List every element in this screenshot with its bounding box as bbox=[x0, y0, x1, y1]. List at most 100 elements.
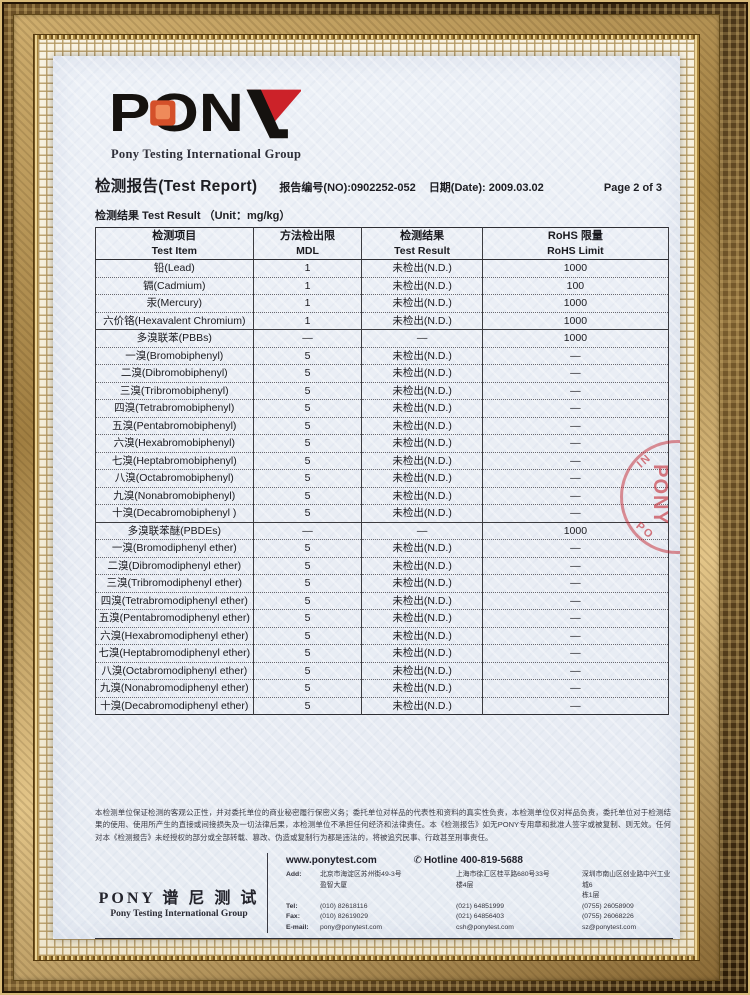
cell-test-result: 未检出(N.D.) bbox=[361, 644, 483, 662]
cell-test-item: 一溴(Bromodiphenyl ether) bbox=[95, 539, 254, 557]
picture-frame-bead-band: PON Pony Testing International Group 检测报… bbox=[33, 34, 700, 961]
cell-test-result: 未检出(N.D.) bbox=[361, 609, 483, 627]
cell-test-item: 五溴(Pentabromobiphenyl) bbox=[95, 416, 254, 435]
cell-rohs-limit: 1000 bbox=[481, 259, 670, 277]
cell-test-result: 未检出(N.D.) bbox=[361, 626, 483, 645]
footer-company: PONY 谱 尼 测 试 Pony Testing International … bbox=[95, 853, 263, 933]
office-shenzhen-tel: (0755) 26058909 bbox=[582, 902, 634, 910]
cell-test-item: 五溴(Pentabromodiphenyl ether) bbox=[95, 609, 254, 627]
cell-test-item: 六价铬(Hexavalent Chromium) bbox=[95, 311, 254, 330]
cell-rohs-limit: — bbox=[481, 644, 670, 662]
table-row: 多溴联苯(PBBs) — —1000 bbox=[95, 329, 670, 347]
cell-test-item: 汞(Mercury) bbox=[95, 294, 254, 312]
phone-icon: ✆ bbox=[413, 855, 422, 867]
table-row: 四溴(Tetrabromodiphenyl ether) 5 未检出(N.D.) — bbox=[95, 591, 670, 610]
cell-mdl: 1 bbox=[252, 294, 363, 312]
cell-test-result: 未检出(N.D.) bbox=[361, 696, 483, 715]
cell-rohs-limit: — bbox=[481, 346, 670, 365]
office-shanghai-tel: (021) 64851999 bbox=[456, 902, 504, 910]
table-row: 汞(Mercury) 1 未检出(N.D.) 1000 bbox=[95, 294, 670, 312]
hotline-number: Hotline 400-819-5688 bbox=[423, 855, 523, 867]
footer-rule bbox=[95, 938, 673, 939]
cell-rohs-limit: 1000 bbox=[481, 294, 670, 312]
cell-test-item: 一溴(Bromobiphenyl) bbox=[95, 346, 254, 365]
cell-rohs-limit: 1000 bbox=[481, 329, 670, 347]
cell-mdl: 5 bbox=[252, 626, 363, 645]
cell-test-result: 未检出(N.D.) bbox=[361, 294, 483, 312]
cell-test-result: 未检出(N.D.) bbox=[361, 679, 483, 697]
cell-rohs-limit: — bbox=[481, 434, 670, 452]
cell-test-item: 二溴(Dibromobiphenyl) bbox=[95, 364, 254, 382]
table-row: 多溴联苯醚(PBDEs) — —1000 bbox=[95, 521, 670, 540]
cell-test-item: 九溴(Nonabromodiphenyl ether) bbox=[95, 679, 254, 697]
table-row: 五溴(Pentabromodiphenyl ether) 5 未检出(N.D.) — bbox=[95, 609, 670, 627]
label-tel: Tel: bbox=[286, 902, 298, 910]
page-indicator: Page 2 of 3 bbox=[603, 182, 662, 194]
cell-test-result: 未检出(N.D.) bbox=[361, 276, 483, 295]
cell-rohs-limit: — bbox=[481, 591, 670, 610]
table-row: 五溴(Pentabromobiphenyl) 5 未检出(N.D.) — bbox=[95, 416, 670, 435]
cell-test-item: 八溴(Octabromodiphenyl ether) bbox=[95, 661, 254, 680]
svg-text:PON: PON bbox=[111, 86, 244, 140]
cell-mdl: 5 bbox=[252, 469, 363, 487]
table-row: 九溴(Nonabromobiphenyl) 5 未检出(N.D.) — bbox=[95, 486, 670, 505]
cell-test-result: 未检出(N.D.) bbox=[361, 591, 483, 610]
label-email: E-mail: bbox=[286, 923, 309, 931]
cell-rohs-limit: — bbox=[481, 556, 670, 575]
cell-rohs-limit: — bbox=[481, 574, 670, 592]
cell-test-item: 三溴(Tribromodiphenyl ether) bbox=[95, 574, 254, 592]
cell-test-result: 未检出(N.D.) bbox=[361, 381, 483, 400]
col-test-result: 检测结果 Test Result bbox=[361, 227, 483, 260]
cell-test-item: 四溴(Tetrabromobiphenyl) bbox=[95, 399, 254, 417]
cell-test-result: 未检出(N.D.) bbox=[361, 486, 483, 505]
cell-test-item: 七溴(Heptabromodiphenyl ether) bbox=[95, 644, 254, 662]
office-shenzhen-fax: (0755) 26068226 bbox=[582, 913, 634, 921]
cell-rohs-limit: — bbox=[481, 486, 670, 505]
table-row: 八溴(Octabromodiphenyl ether) 5 未检出(N.D.) — bbox=[95, 661, 670, 680]
footer-block: PONY 谱 尼 测 试 Pony Testing International … bbox=[95, 853, 673, 934]
report-meta: 报告编号(NO):0902252-052 日期(Date): 2009.03.0… bbox=[279, 179, 553, 195]
cell-rohs-limit: — bbox=[481, 504, 670, 522]
table-row: 八溴(Octabromobiphenyl) 5 未检出(N.D.) — bbox=[95, 469, 670, 487]
office-shanghai-add: 上海市徐汇区桂平路680号33号 楼4层 bbox=[456, 871, 550, 889]
cell-test-result: 未检出(N.D.) bbox=[361, 434, 483, 452]
cell-mdl: 5 bbox=[252, 416, 363, 435]
office-shanghai-email: csh@ponytest.com bbox=[456, 923, 514, 931]
contact-grid: Add: 北京市海淀区苏州街49-3号 盈智大厦 上海市徐汇区桂平路680号33… bbox=[278, 870, 673, 933]
result-caption: 检测结果 Test Result （Unit：mg/kg） bbox=[95, 210, 291, 222]
cell-rohs-limit: 100 bbox=[481, 276, 670, 295]
website-hotline-line: www.ponytest.com ✆ Hotline 400-819-5688 bbox=[278, 853, 673, 870]
cell-rohs-limit: — bbox=[481, 381, 670, 400]
table-row: 二溴(Dibromodiphenyl ether) 5 未检出(N.D.) — bbox=[95, 556, 670, 575]
office-beijing-tel: (010) 82618116 bbox=[320, 902, 368, 910]
cell-test-item: 十溴(Decabromobiphenyl ) bbox=[95, 504, 254, 522]
table-row: 九溴(Nonabromodiphenyl ether) 5 未检出(N.D.) — bbox=[95, 679, 670, 697]
cell-test-result: — bbox=[361, 521, 483, 540]
cell-mdl: — bbox=[252, 521, 363, 540]
disclaimer-text: 本检测单位保证检测的客观公正性，并对委托单位的商业秘密履行保密义务；委托单位对样… bbox=[95, 808, 671, 842]
report-date: 日期(Date): 2009.03.02 bbox=[428, 182, 544, 194]
table-row: 镉(Cadmium) 1 未检出(N.D.) 100 bbox=[95, 276, 670, 295]
cell-mdl: 5 bbox=[252, 591, 363, 610]
table-row: 六溴(Hexabromodiphenyl ether) 5 未检出(N.D.) — bbox=[95, 626, 670, 645]
table-row: 二溴(Dibromobiphenyl) 5 未检出(N.D.) — bbox=[95, 364, 670, 382]
cell-mdl: 5 bbox=[252, 346, 363, 365]
cell-mdl: 5 bbox=[252, 574, 363, 592]
logo-block: PON Pony Testing International Group bbox=[109, 83, 666, 162]
cell-test-result: — bbox=[361, 329, 483, 347]
cell-test-item: 四溴(Tetrabromodiphenyl ether) bbox=[95, 591, 254, 610]
label-add: Add: bbox=[286, 871, 302, 879]
cell-test-result: 未检出(N.D.) bbox=[361, 556, 483, 575]
cell-test-item: 八溴(Octabromobiphenyl) bbox=[95, 469, 254, 487]
test-results-table: 检测项目 Test Item 方法检出限 MDL 检测结果 Test Resul… bbox=[95, 227, 670, 715]
cell-rohs-limit: — bbox=[481, 679, 670, 697]
office-shanghai-fax: (021) 64856403 bbox=[456, 913, 504, 921]
col-rohs-limit: RoHS 限量 RoHS Limit bbox=[481, 227, 670, 260]
cell-mdl: 1 bbox=[252, 311, 363, 330]
table-row: 一溴(Bromobiphenyl) 5 未检出(N.D.) — bbox=[95, 346, 670, 365]
cell-mdl: 1 bbox=[252, 259, 363, 277]
cell-mdl: 5 bbox=[252, 381, 363, 400]
office-beijing-email: pony@ponytest.com bbox=[320, 923, 383, 931]
col-mdl: 方法检出限 MDL bbox=[252, 227, 363, 260]
cell-test-result: 未检出(N.D.) bbox=[361, 504, 483, 522]
